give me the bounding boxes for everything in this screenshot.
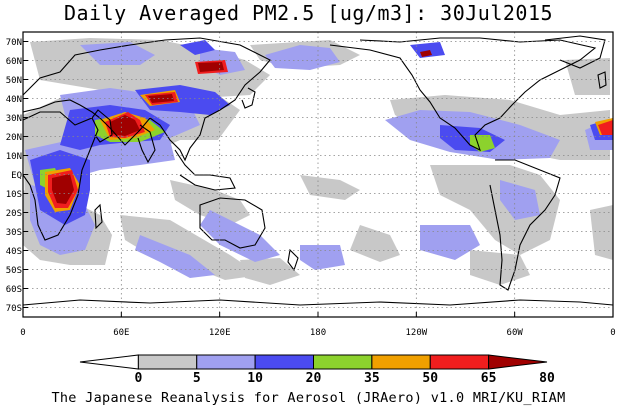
coastline-eurasia xyxy=(23,37,271,162)
coastlines xyxy=(23,35,613,306)
coastline-newzealand xyxy=(287,248,299,272)
lat-tick-label: 60S xyxy=(6,285,22,295)
colorbar-swatch xyxy=(137,354,198,370)
coastline-india xyxy=(137,124,156,164)
coastline-japan xyxy=(241,87,256,109)
lat-tick-label: 70N xyxy=(6,38,22,48)
coastline-madagascar xyxy=(94,203,103,230)
lat-tick-label: 60N xyxy=(6,57,22,67)
gridlines xyxy=(22,32,614,317)
colorbar-swatch xyxy=(196,354,256,370)
coastline-greenland xyxy=(544,35,606,69)
pm25-blue-layer xyxy=(30,40,613,225)
lat-tick-label: 40N xyxy=(6,95,22,105)
lon-tick-label: 180 xyxy=(310,328,326,338)
lat-tick-label: 20N xyxy=(6,133,22,143)
colorbar: 0 5 10 20 35 50 65 80 xyxy=(79,354,555,386)
lat-tick-label: 10S xyxy=(6,190,22,200)
colorbar-label: 5 xyxy=(193,371,201,386)
lon-tick-label: 0 xyxy=(610,328,615,338)
longitude-labels: 0 60E 120E 180 120W 60W 0 xyxy=(20,328,615,338)
lat-tick-label: 70S xyxy=(6,304,22,314)
lat-tick-label: 20S xyxy=(6,209,22,219)
footer-credit: The Japanese Reanalysis for Aerosol (JRA… xyxy=(51,390,566,406)
coastline-australia xyxy=(199,197,266,249)
colorbar-label: 65 xyxy=(481,371,497,386)
pm25-darkred-layer xyxy=(52,50,432,204)
latitude-labels: 70N 60N 50N 40N 30N 20N 10N EQ 10S 20S 30S 40S 50S 60… xyxy=(6,38,22,314)
lon-tick-label: 120E xyxy=(209,328,231,338)
lon-tick-label: 60E xyxy=(113,328,129,338)
lat-tick-label: 50S xyxy=(6,266,22,276)
lat-tick-label: 10N xyxy=(6,152,22,162)
pm25-field xyxy=(23,38,613,285)
colorbar-swatch xyxy=(371,354,431,370)
coastline-south-america xyxy=(489,159,561,291)
colorbar-swatch xyxy=(429,354,490,370)
colorbar-swatch xyxy=(79,354,139,370)
colorbar-label: 35 xyxy=(364,371,380,386)
colorbar-label: 50 xyxy=(422,371,438,386)
coastline-seasia xyxy=(174,149,236,191)
colorbar-swatch xyxy=(313,354,373,370)
coastline-antarctica xyxy=(23,299,613,306)
colorbar-label: 0 xyxy=(134,371,142,386)
colorbar-swatch xyxy=(488,354,548,370)
lon-tick-label: 60W xyxy=(507,328,524,338)
plot-frame xyxy=(22,31,614,318)
colorbar-label: 20 xyxy=(306,371,322,386)
colorbar-label: 80 xyxy=(539,371,555,386)
colorbar-swatch xyxy=(254,354,314,370)
lat-tick-label: 30N xyxy=(6,114,22,124)
coastline-uk xyxy=(597,71,607,89)
plot-area xyxy=(22,31,614,318)
lat-tick-label: 30S xyxy=(6,228,22,238)
pm25-green-layer xyxy=(40,115,495,190)
coastline-north-america xyxy=(329,37,597,152)
lat-tick-label: 40S xyxy=(6,247,22,257)
lat-tick-label: 50N xyxy=(6,76,22,86)
colorbar-label: 10 xyxy=(247,371,263,386)
lat-tick-label: EQ xyxy=(11,171,22,181)
lon-tick-label: 120W xyxy=(405,328,427,338)
page-title: Daily Averaged PM2.5 [ug/m3]: 30Jul2015 xyxy=(63,1,554,25)
coastline-arabia xyxy=(91,109,113,143)
lon-tick-label: 0 xyxy=(20,328,25,338)
